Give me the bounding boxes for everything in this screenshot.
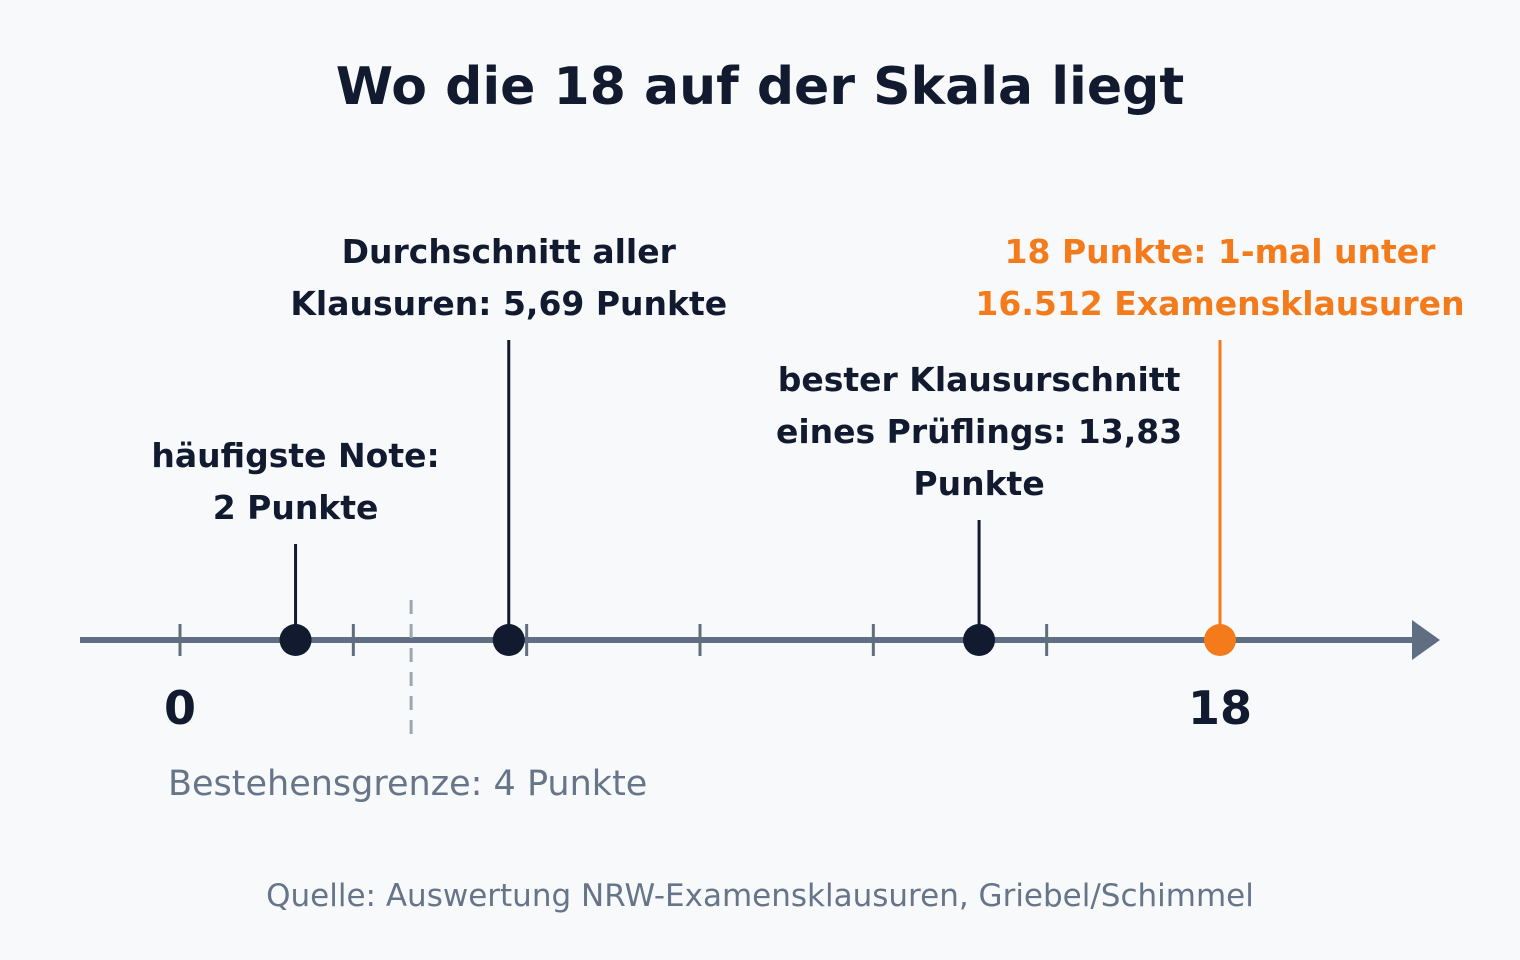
tick-marks [178, 624, 1049, 656]
marker-dot [279, 624, 312, 656]
marker-mean: Durchschnitt aller Klausuren: 5,69 Punkte [290, 232, 727, 656]
marker-label-line: 2 Punkte [213, 488, 379, 527]
marker-label-line: häufigste Note: [151, 436, 439, 475]
pass-threshold: Bestehensgrenze: 4 Punkte [168, 600, 647, 804]
marker-label-line: 16.512 Examensklausuren [975, 284, 1464, 323]
threshold-label: Bestehensgrenze: 4 Punkte [168, 764, 647, 804]
figure-title: Wo die 18 auf der Skala liegt [336, 57, 1184, 117]
marker-label-line: Klausuren: 5,69 Punkte [290, 284, 727, 323]
marker-dot [963, 624, 996, 656]
axis-arrow [1412, 620, 1440, 660]
source-note: Quelle: Auswertung NRW-Examensklausuren,… [266, 878, 1254, 914]
marker-dot [1204, 624, 1236, 656]
marker-label: häufigste Note: 2 Punkte [151, 436, 439, 527]
value-markers: häufigste Note: 2 Punkte Durchschnitt alle… [151, 232, 1465, 656]
marker-label-line: Punkte [913, 464, 1044, 503]
marker-label: bester Klausurschnitt eines Prüflings: 13… [776, 360, 1182, 503]
marker-mode: häufigste Note: 2 Punkte [151, 436, 440, 656]
scale-max-label: 18 [1188, 681, 1252, 735]
scale-min-label: 0 [164, 681, 196, 735]
marker-label: 18 Punkte: 1-mal unter 16.512 Examensklau… [975, 232, 1464, 323]
marker-label-line: Durchschnitt aller [342, 232, 677, 271]
marker-best: bester Klausurschnitt eines Prüflings: 13… [776, 360, 1182, 656]
marker-label-line: 18 Punkte: 1-mal unter [1005, 232, 1437, 271]
marker-label: Durchschnitt aller Klausuren: 5,69 Punkte [290, 232, 727, 323]
marker-label-line: bester Klausurschnitt [778, 360, 1181, 399]
marker-max: 18 Punkte: 1-mal unter 16.512 Examensklau… [975, 232, 1465, 656]
scale-end-labels: 0 18 [164, 681, 1252, 735]
marker-dot [492, 624, 525, 656]
marker-label-line: eines Prüflings: 13,83 [776, 412, 1182, 451]
